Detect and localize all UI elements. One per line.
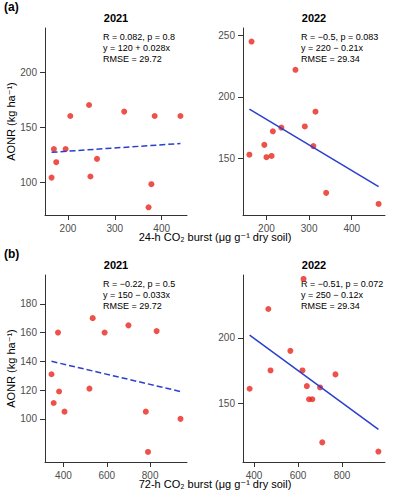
svg-text:AONR (kg ha⁻¹): AONR (kg ha⁻¹) xyxy=(5,82,17,161)
svg-text:y = 150 − 0.033x: y = 150 − 0.033x xyxy=(103,290,171,300)
svg-text:600: 600 xyxy=(290,470,307,481)
svg-text:y = 120 + 0.028x: y = 120 + 0.028x xyxy=(103,43,171,53)
svg-text:y = 220 − 0.21x: y = 220 − 0.21x xyxy=(301,43,364,53)
svg-text:250: 250 xyxy=(218,30,235,41)
svg-text:160: 160 xyxy=(20,327,37,338)
svg-text:140: 140 xyxy=(20,356,37,367)
svg-text:2021: 2021 xyxy=(104,12,128,24)
svg-text:(a): (a) xyxy=(4,0,19,14)
svg-text:RMSE = 29.72: RMSE = 29.72 xyxy=(103,54,162,64)
svg-text:2022: 2022 xyxy=(302,12,326,24)
svg-text:400: 400 xyxy=(343,223,360,234)
svg-text:200: 200 xyxy=(218,91,235,102)
svg-text:800: 800 xyxy=(142,470,159,481)
svg-text:AONR (kg ha⁻¹): AONR (kg ha⁻¹) xyxy=(5,329,17,408)
svg-text:300: 300 xyxy=(106,223,123,234)
svg-text:200: 200 xyxy=(258,223,275,234)
svg-text:400: 400 xyxy=(55,470,72,481)
svg-text:400: 400 xyxy=(153,223,170,234)
svg-text:72-h CO₂ burst (μg g⁻¹ dry soi: 72-h CO₂ burst (μg g⁻¹ dry soil) xyxy=(139,478,292,490)
svg-text:(b): (b) xyxy=(4,247,19,261)
svg-text:RMSE = 29.34: RMSE = 29.34 xyxy=(301,54,360,64)
svg-text:2022: 2022 xyxy=(302,259,326,271)
svg-text:100: 100 xyxy=(20,177,37,188)
svg-text:200: 200 xyxy=(20,67,37,78)
svg-text:120: 120 xyxy=(20,385,37,396)
svg-text:RMSE = 29.72: RMSE = 29.72 xyxy=(103,301,162,311)
svg-text:R = −0.5, p = 0.083: R = −0.5, p = 0.083 xyxy=(301,32,378,42)
svg-text:RMSE = 29.34: RMSE = 29.34 xyxy=(301,301,360,311)
svg-text:150: 150 xyxy=(218,398,235,409)
svg-text:y = 250 − 0.12x: y = 250 − 0.12x xyxy=(301,290,364,300)
svg-text:200: 200 xyxy=(218,332,235,343)
svg-text:800: 800 xyxy=(334,470,351,481)
svg-text:400: 400 xyxy=(246,470,263,481)
svg-text:200: 200 xyxy=(60,223,77,234)
svg-text:300: 300 xyxy=(301,223,318,234)
svg-text:2021: 2021 xyxy=(104,259,128,271)
svg-text:24-h CO₂ burst (μg g⁻¹ dry soi: 24-h CO₂ burst (μg g⁻¹ dry soil) xyxy=(138,230,292,243)
svg-text:150: 150 xyxy=(20,122,37,133)
svg-text:R = 0.082, p = 0.8: R = 0.082, p = 0.8 xyxy=(103,32,175,42)
svg-text:150: 150 xyxy=(218,153,235,164)
svg-text:180: 180 xyxy=(20,298,37,309)
svg-text:R = −0.22, p = 0.5: R = −0.22, p = 0.5 xyxy=(103,279,175,289)
svg-text:R = −0.51, p = 0.072: R = −0.51, p = 0.072 xyxy=(301,279,383,289)
svg-text:100: 100 xyxy=(20,413,37,424)
svg-text:600: 600 xyxy=(98,470,115,481)
